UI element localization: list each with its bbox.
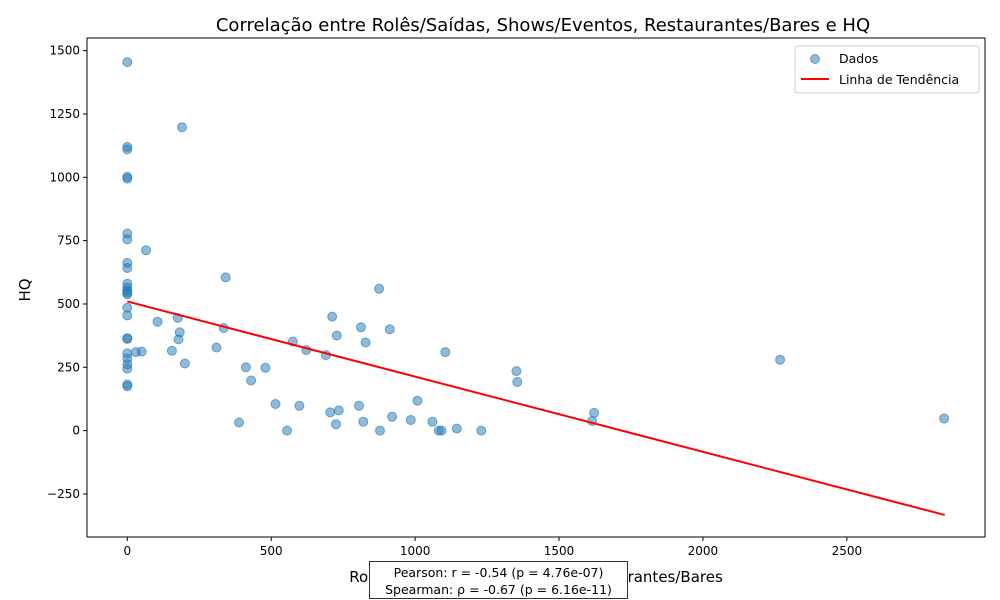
data-point — [122, 381, 133, 392]
data-point — [374, 283, 385, 294]
data-point — [141, 245, 151, 256]
data-point — [331, 330, 342, 341]
data-point — [384, 324, 395, 335]
x-tick-label: 500 — [260, 544, 283, 558]
data-point — [179, 358, 190, 369]
x-tick-label: 0 — [123, 544, 131, 558]
data-point — [939, 413, 950, 424]
data-point — [152, 316, 163, 327]
x-axis-ticks: 0 500 1000 1500 2000 2500 — [123, 537, 862, 558]
data-point — [174, 327, 185, 338]
y-tick-label: −250 — [47, 487, 80, 501]
data-point — [282, 425, 292, 436]
x-tick-label: 1000 — [400, 544, 431, 558]
data-point — [427, 416, 438, 427]
plot-border — [86, 37, 986, 538]
y-tick-label: 1500 — [49, 44, 80, 58]
data-point — [327, 311, 338, 322]
correlation-stats-box: Pearson: r = -0.54 (p = 4.76e-07) Spearm… — [369, 561, 628, 599]
data-point — [122, 234, 133, 245]
y-tick-label: 500 — [57, 297, 80, 311]
data-point — [220, 272, 231, 283]
data-point — [122, 263, 133, 273]
x-tick-label: 1500 — [544, 544, 575, 558]
data-point — [122, 144, 133, 155]
data-point — [436, 425, 447, 436]
data-point — [354, 400, 364, 411]
legend-frame — [794, 45, 980, 94]
data-point — [440, 347, 451, 358]
data-point — [387, 411, 398, 422]
chart-title: Correlação entre Rolês/Saídas, Shows/Eve… — [216, 15, 870, 36]
data-point — [122, 57, 133, 68]
data-point — [166, 345, 177, 356]
data-point — [333, 405, 344, 416]
data-point — [122, 363, 133, 374]
y-axis-ticks: −250 0 250 500 750 1000 1250 1500 — [47, 44, 87, 501]
plot-frame — [87, 38, 985, 537]
data-point — [589, 407, 600, 418]
trend-line — [127, 300, 945, 516]
legend-marker-points — [810, 54, 820, 64]
data-point — [240, 362, 251, 373]
spearman-stat: Spearman: ρ = -0.67 (p = 6.16e-11) — [385, 582, 612, 597]
data-point — [451, 423, 462, 434]
pearson-stat: Pearson: r = -0.54 (p = 4.76e-07) — [393, 565, 604, 580]
data-point — [122, 310, 133, 321]
y-axis-label: HQ — [16, 278, 34, 301]
y-tick-label: 1250 — [49, 107, 80, 121]
data-point — [405, 415, 416, 425]
x-tick-label: 2500 — [832, 544, 863, 558]
data-point — [122, 333, 133, 344]
data-point — [358, 416, 369, 427]
data-point — [122, 289, 133, 300]
legend-label-trend: Linha de Tendência — [839, 72, 959, 87]
data-point — [375, 425, 385, 436]
y-tick-label: 250 — [57, 360, 80, 374]
data-point — [356, 322, 366, 333]
data-point — [476, 425, 487, 436]
legend-label-points: Dados — [839, 51, 878, 66]
data-point — [136, 346, 147, 357]
data-point — [294, 400, 305, 411]
data-point — [177, 122, 187, 133]
x-tick-label: 2000 — [688, 544, 719, 558]
y-tick-label: 750 — [57, 234, 80, 248]
data-point — [325, 407, 336, 418]
data-point — [234, 417, 244, 428]
data-point — [331, 419, 341, 430]
data-point — [260, 362, 271, 373]
data-point — [511, 366, 522, 377]
data-point — [122, 173, 133, 184]
y-tick-label: 0 — [72, 424, 80, 438]
data-point — [412, 395, 423, 406]
plot-area — [86, 37, 986, 538]
data-points — [122, 57, 950, 436]
legend: Dados Linha de Tendência — [794, 45, 980, 94]
data-point — [246, 375, 257, 386]
data-point — [775, 354, 786, 365]
data-point — [270, 399, 281, 409]
data-point — [211, 342, 222, 353]
data-point — [512, 377, 523, 387]
data-point — [360, 337, 371, 348]
y-tick-label: 1000 — [49, 170, 80, 184]
